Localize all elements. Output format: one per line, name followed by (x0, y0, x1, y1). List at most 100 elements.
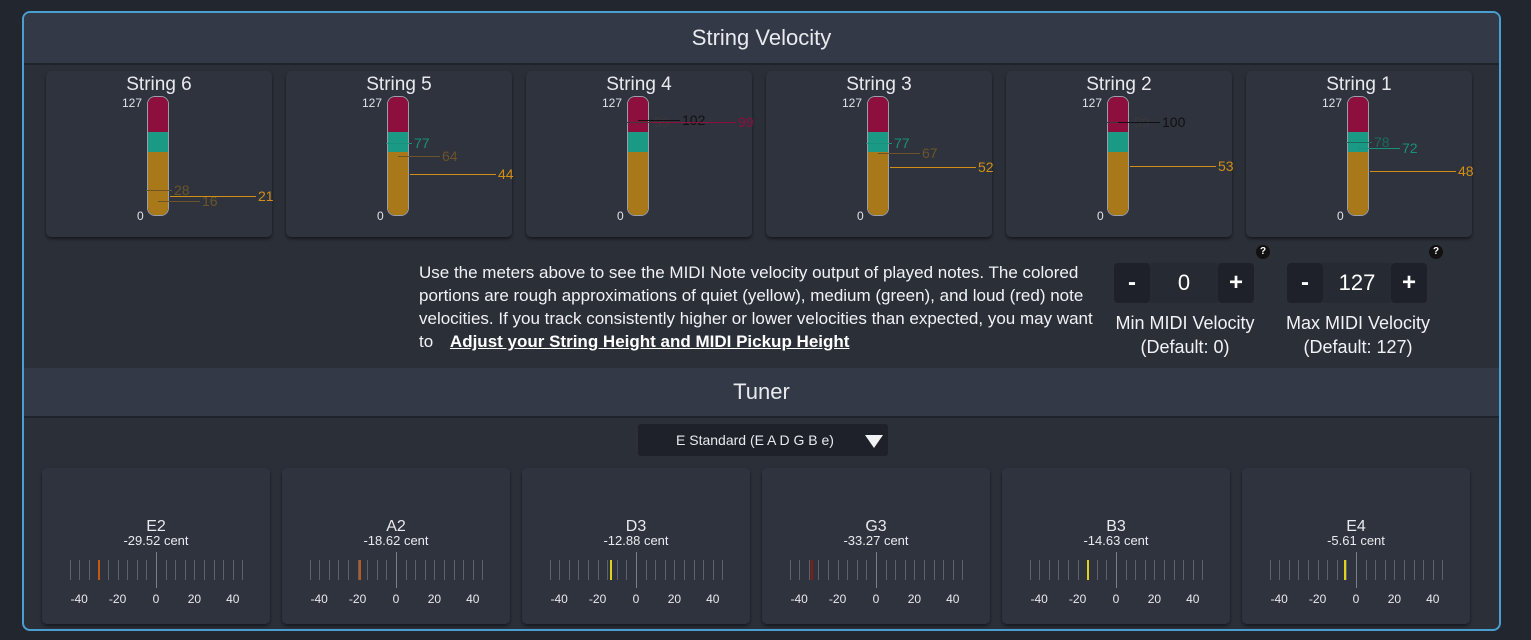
tuner-tick (1125, 560, 1127, 580)
meter-min-label: 0 (1097, 209, 1104, 223)
min-velocity-increment-button[interactable]: + (1218, 263, 1254, 303)
tuner-tick (357, 560, 359, 580)
tuner-tick (1336, 560, 1338, 580)
max-velocity-help-icon[interactable]: ? (1429, 245, 1443, 259)
tuner-tick (1375, 560, 1377, 580)
meter-title: String 5 (366, 74, 432, 95)
tuner-string-d3: D3 -12.88 cent -40 -20 0 20 40 (522, 468, 750, 624)
tuner-tick (184, 560, 186, 580)
tuner-tick (319, 560, 321, 580)
max-velocity-decrement-button[interactable]: - (1287, 263, 1323, 303)
meter-min-label: 0 (137, 209, 144, 223)
tuner-scale-label: 0 (1352, 592, 1360, 606)
tuner-note: E4 (1346, 518, 1366, 535)
velocity-mark-line (638, 119, 680, 121)
loud-zone (388, 97, 408, 132)
tuner-tick (1269, 560, 1271, 580)
tuner-tick (453, 560, 455, 580)
velocity-mark-line (170, 196, 256, 198)
adjust-height-link[interactable]: Adjust your String Height and MIDI Picku… (449, 332, 850, 351)
tuner-note: E2 (146, 518, 166, 535)
tuner-cent: -33.27 cent (843, 533, 909, 548)
tuner-tick (444, 560, 445, 580)
tuner-scale-label: 0 (632, 592, 640, 606)
tuner-pitch-indicator (811, 560, 814, 580)
velocity-mark-line (1346, 142, 1372, 144)
min-velocity-value[interactable]: 0 (1150, 263, 1218, 303)
tuner-tick (1096, 560, 1098, 580)
tuner-scale-label: 40 (1186, 592, 1200, 606)
tuner-tick (588, 560, 589, 580)
meter-min-label: 0 (377, 209, 384, 223)
tuner-tick (655, 560, 657, 580)
tuner-note: D3 (625, 518, 647, 535)
max-velocity-value[interactable]: 127 (1323, 263, 1391, 303)
tuner-tick (482, 560, 484, 580)
tuner-tick (463, 560, 465, 580)
velocity-mark-label: 77 (894, 135, 910, 152)
tuner-tick (1413, 560, 1415, 580)
max-velocity-label: Max MIDI Velocity (1285, 313, 1431, 333)
min-velocity-label: Min MIDI Velocity (1115, 313, 1255, 333)
velocity-mark-line (890, 166, 976, 168)
min-velocity-decrement-button[interactable]: - (1114, 263, 1150, 303)
tuner-tick (856, 560, 858, 580)
tuner-tick (1144, 560, 1146, 580)
tuner-tick (376, 560, 378, 580)
tuner-tick (309, 560, 311, 580)
tuner-string-b3: B3 -14.63 cent -40 -20 0 20 40 (1002, 468, 1230, 624)
tuner-tick (1135, 560, 1137, 580)
velocity-mark-label: 21 (258, 188, 274, 205)
velocity-mark-line (1130, 165, 1216, 167)
quiet-zone (1348, 152, 1368, 215)
velocity-mark-line (1358, 147, 1400, 149)
velocity-marks: 9910299 (526, 71, 754, 237)
tuner-tick (69, 560, 71, 580)
tuner-string-e2: E2 -29.52 cent -40 -20 0 20 40 (42, 468, 270, 624)
tuner-tick (674, 560, 676, 580)
tuner-tick (415, 560, 417, 580)
tuner-tick (837, 560, 839, 580)
loud-zone (1348, 97, 1368, 132)
meter-max-label: 127 (842, 96, 863, 110)
tuner-note: G3 (865, 518, 887, 535)
tuner-tick (434, 560, 436, 580)
tuner-tick-scale (780, 552, 972, 588)
tuner-tick (213, 560, 215, 580)
quiet-zone (1108, 152, 1128, 215)
tuner-cent: -29.52 cent (123, 533, 189, 548)
tuner-tick (1298, 560, 1300, 580)
meter-max-label: 127 (362, 96, 383, 110)
help-paragraph: Use the meters above to see the MIDI Not… (419, 263, 1093, 351)
min-velocity-help-icon[interactable]: ? (1256, 245, 1270, 259)
tuner-scale-label: -40 (1270, 592, 1288, 606)
tuner-tick (607, 560, 609, 580)
max-velocity-increment-button[interactable]: + (1391, 263, 1427, 303)
tuner-tick (885, 560, 887, 580)
tuner-tick (693, 560, 695, 580)
tuner-scale-label: 40 (706, 592, 720, 606)
tuner-tick (1327, 560, 1329, 580)
tuner-tick (847, 560, 849, 580)
tuner-center-tick (1356, 552, 1357, 588)
tuning-select[interactable]: E Standard (E A D G B e) (638, 424, 888, 456)
tuner-tick (405, 560, 407, 580)
tuner-tick (1202, 560, 1204, 580)
tuner-tick (117, 560, 119, 580)
velocity-mark-line (1370, 170, 1456, 172)
tuner-scale-label: -40 (310, 592, 328, 606)
tuner-tick-scale (1020, 552, 1212, 588)
min-velocity-default: (Default: 0) (1140, 337, 1230, 357)
tuner-scale-label: 40 (226, 592, 240, 606)
velocity-mark-line (398, 155, 440, 157)
tuner-tick (223, 560, 225, 580)
loud-zone (868, 97, 888, 132)
tuner-tick (1308, 560, 1309, 580)
velocity-mark-label: 16 (202, 192, 218, 209)
velocity-mark-line (1106, 122, 1132, 124)
tuner-tick (933, 560, 935, 580)
velocity-mark-line (158, 200, 200, 202)
velocity-marks: 77 64 44 (286, 71, 514, 237)
velocity-marks: 77 67 52 (766, 71, 994, 237)
velocity-mark-label: 72 (1402, 139, 1418, 156)
